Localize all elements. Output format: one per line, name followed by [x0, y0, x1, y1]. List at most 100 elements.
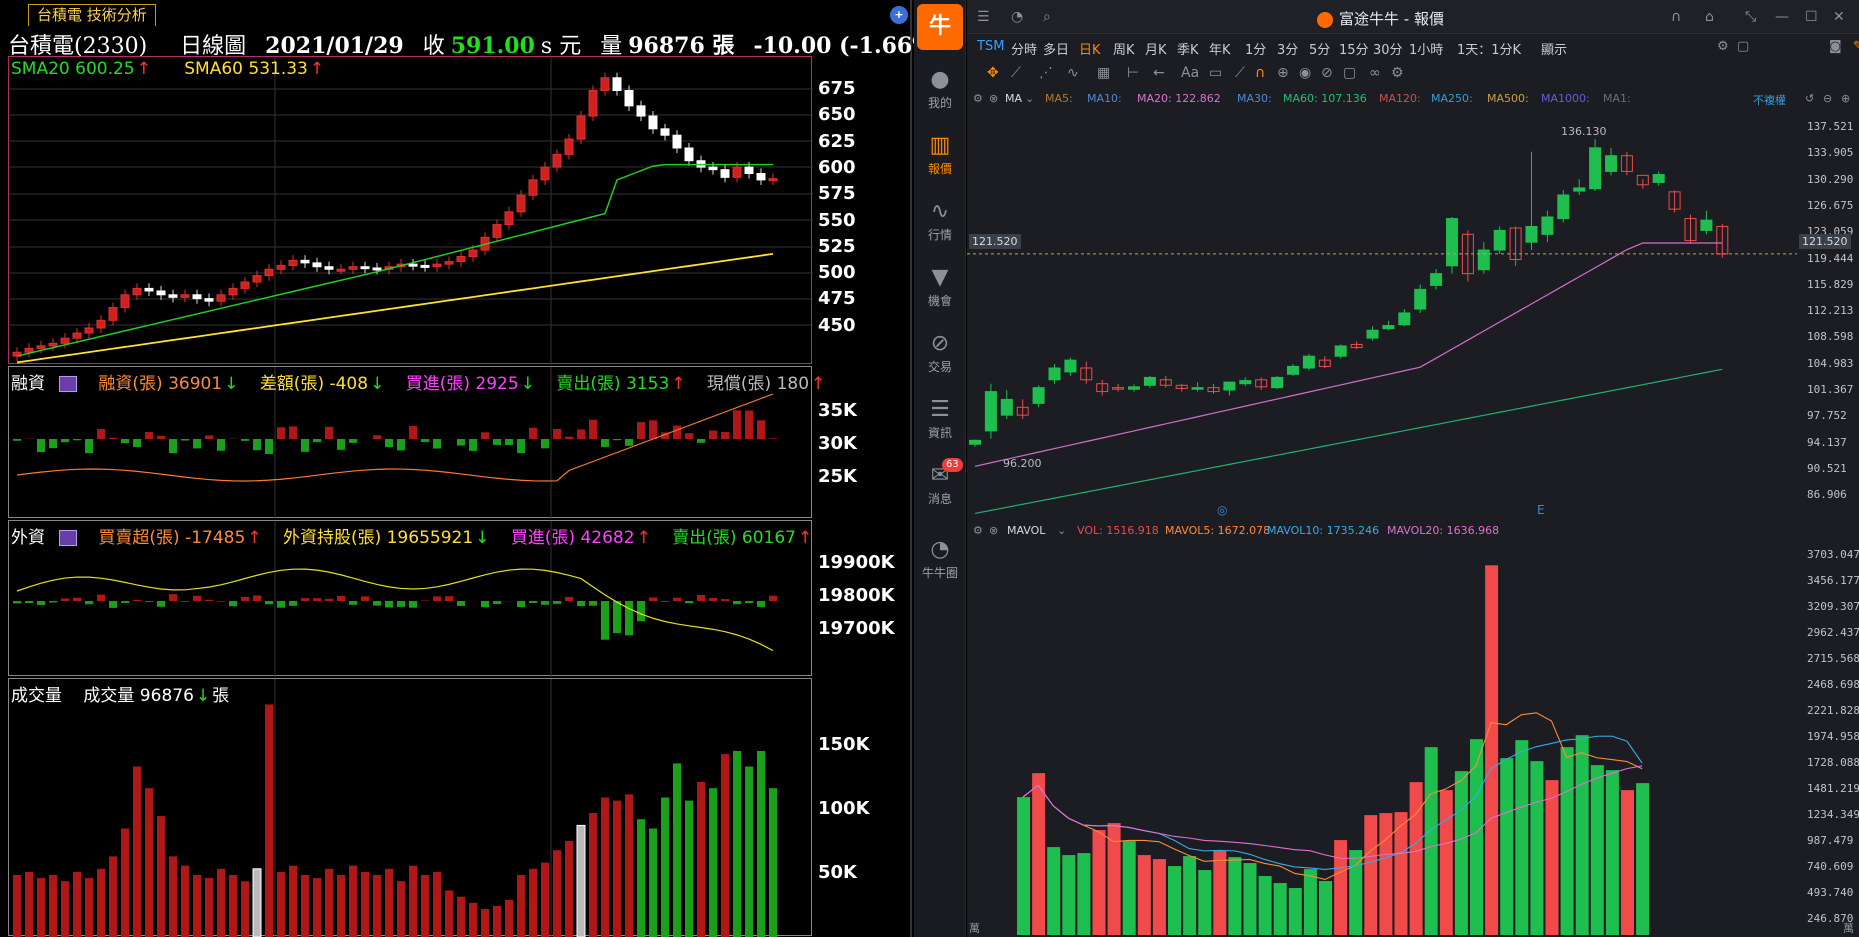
margin-pane: 融資 融資(張) 36901 ↓ 差額(張) -408 ↓ 買進(張) 2925 ↓ … — [8, 366, 825, 519]
period-tab[interactable]: 3分 — [1277, 43, 1299, 58]
ma-name[interactable]: MA — [1005, 92, 1023, 105]
period-tab[interactable]: 1小時 — [1409, 43, 1444, 58]
eye-icon[interactable]: ◉ — [1299, 65, 1312, 81]
foreign-bar — [313, 598, 321, 601]
period-tab[interactable]: TSM — [977, 39, 1005, 54]
trash-icon[interactable]: ▢ — [1343, 65, 1357, 81]
volume-bar — [1152, 859, 1166, 935]
sidebar-item-opportunity[interactable]: ▼ 機會 — [914, 266, 966, 309]
sidebar-item-trade[interactable]: ⊘ 交易 — [914, 332, 966, 375]
link-icon[interactable]: ∞ — [1369, 65, 1381, 81]
pen-icon[interactable]: ⟋ — [1235, 65, 1245, 81]
headset-icon[interactable]: ∩ — [1671, 9, 1682, 25]
chevron-down-icon[interactable]: ⌄ — [1057, 524, 1067, 537]
indicator-settings-icon[interactable]: ⚙ — [973, 92, 983, 105]
candle-body — [72, 332, 82, 339]
search-icon[interactable]: ⌕ — [1043, 9, 1051, 25]
sidebar-item-market[interactable]: ∿ 行情 — [914, 200, 966, 243]
period-tab[interactable]: 月K — [1145, 43, 1167, 58]
multi-line-icon[interactable]: ⋰ — [1039, 65, 1053, 81]
sidebar-item-messages[interactable]: ✉ 63 消息 — [914, 458, 966, 507]
volume-bar — [385, 868, 393, 937]
y-tick-label: 90.521 — [1807, 461, 1847, 475]
period-tab[interactable]: 日K — [1079, 43, 1101, 58]
sidebar-item-quote[interactable]: ▥ 報價 — [914, 134, 966, 177]
mavol-name[interactable]: MAVOL — [1007, 524, 1046, 537]
maximize-icon[interactable]: ☐ — [1805, 9, 1818, 25]
zoom-in-icon[interactable]: ⊕ — [1841, 92, 1851, 105]
volume-bar — [373, 875, 381, 937]
period-tab[interactable]: 多日 — [1043, 43, 1070, 58]
comment-tool-icon[interactable]: ▭ — [1209, 65, 1223, 81]
volume-bar — [361, 871, 369, 937]
foreign-holding-line — [16, 568, 774, 652]
period-tab[interactable]: 顯示 — [1541, 43, 1568, 58]
candle-body — [516, 194, 526, 213]
line-tool-icon[interactable]: ⟋ — [1011, 65, 1021, 81]
foreign-chart-svg — [13, 521, 777, 677]
period-tab[interactable]: 分時 — [1011, 43, 1038, 58]
magnet-icon[interactable]: ∩ — [1255, 65, 1266, 81]
margin-bar — [157, 435, 165, 439]
square-icon[interactable]: ▢ — [1737, 39, 1750, 54]
arrow-tool-icon[interactable]: ← — [1153, 65, 1165, 81]
zoom-icon[interactable]: + — [890, 6, 908, 24]
volume-bar — [1047, 847, 1061, 935]
reset-icon[interactable]: ↺ — [1805, 92, 1815, 105]
period-tab[interactable]: 5分 — [1309, 43, 1331, 58]
collapse-icon[interactable]: ⤡ — [1745, 9, 1757, 25]
sma60-up-icon: ↑ — [309, 59, 325, 79]
foreign-menu-icon[interactable] — [59, 530, 77, 546]
sidebar-item-community[interactable]: ◔ 牛牛圈 — [914, 538, 966, 581]
camera-icon[interactable]: ◙ — [1829, 39, 1842, 54]
settings-icon[interactable]: ⚙ — [1391, 65, 1404, 81]
period-tab[interactable]: 周K — [1113, 43, 1135, 58]
period-tab[interactable]: 1天：1分K — [1457, 43, 1522, 58]
ma120-label: MA120: — [1379, 92, 1421, 105]
trend-icon: ∿ — [930, 199, 950, 224]
period-tab[interactable]: 30分 — [1373, 43, 1403, 58]
tab-technical-analysis[interactable]: 台積電 技術分析 — [28, 4, 156, 26]
sidebar-item-mine[interactable]: ● 我的 — [914, 68, 966, 111]
period-tab[interactable]: 季K — [1177, 43, 1199, 58]
margin-menu-icon[interactable] — [59, 376, 77, 392]
volume-close-icon[interactable]: ⊗ — [989, 524, 999, 537]
futu-logo[interactable]: 牛 — [917, 4, 963, 50]
text-tool-icon[interactable]: Aa — [1181, 65, 1200, 81]
candle-body — [1287, 365, 1299, 375]
candle-body — [1000, 398, 1013, 416]
minimize-icon[interactable]: — — [1775, 9, 1789, 25]
margin-bar — [589, 419, 597, 439]
zoom-out-icon[interactable]: ⊖ — [1823, 92, 1833, 105]
indicator-close-icon[interactable]: ⊗ — [989, 92, 999, 105]
bell-icon[interactable]: ◔ — [1011, 9, 1024, 25]
volume-settings-icon[interactable]: ⚙ — [973, 524, 983, 537]
pen-icon[interactable]: ✎ — [1853, 39, 1859, 54]
menu-icon[interactable]: ☰ — [977, 9, 990, 25]
period-tab[interactable]: 15分 — [1339, 43, 1369, 58]
candle-body — [1605, 155, 1617, 172]
adjust-button[interactable]: 不複權 — [1753, 94, 1786, 107]
settings-icon[interactable]: ⚙ — [1717, 39, 1729, 54]
sidebar-item-news[interactable]: ☰ 資訊 — [914, 398, 966, 441]
period-tab[interactable]: 1分 — [1245, 43, 1267, 58]
close-icon[interactable]: ✕ — [1833, 9, 1845, 25]
margin-bar — [217, 439, 225, 451]
measure-icon[interactable]: ⊢ — [1127, 65, 1140, 81]
foreign-bar — [49, 601, 57, 603]
down-arrow-icon: ↓ — [475, 528, 490, 548]
volume-bar — [697, 782, 705, 937]
shirt-icon[interactable]: ⌂ — [1705, 9, 1714, 25]
period-tab[interactable]: 年K — [1209, 43, 1231, 58]
foreign-bar — [709, 597, 717, 601]
volume-bar — [181, 865, 189, 937]
foreign-bar — [181, 601, 189, 602]
chevron-down-icon[interactable]: ⌄ — [1025, 92, 1035, 105]
grid-tool-icon[interactable]: ▦ — [1097, 65, 1111, 81]
candle-body — [24, 347, 34, 353]
wave-tool-icon[interactable]: ∿ — [1067, 65, 1079, 81]
candle-body — [564, 138, 574, 155]
lock-icon[interactable]: ⊕ — [1277, 65, 1289, 81]
crosshair-icon[interactable]: ✥ — [987, 65, 999, 81]
hide-icon[interactable]: ⊘ — [1321, 65, 1333, 81]
